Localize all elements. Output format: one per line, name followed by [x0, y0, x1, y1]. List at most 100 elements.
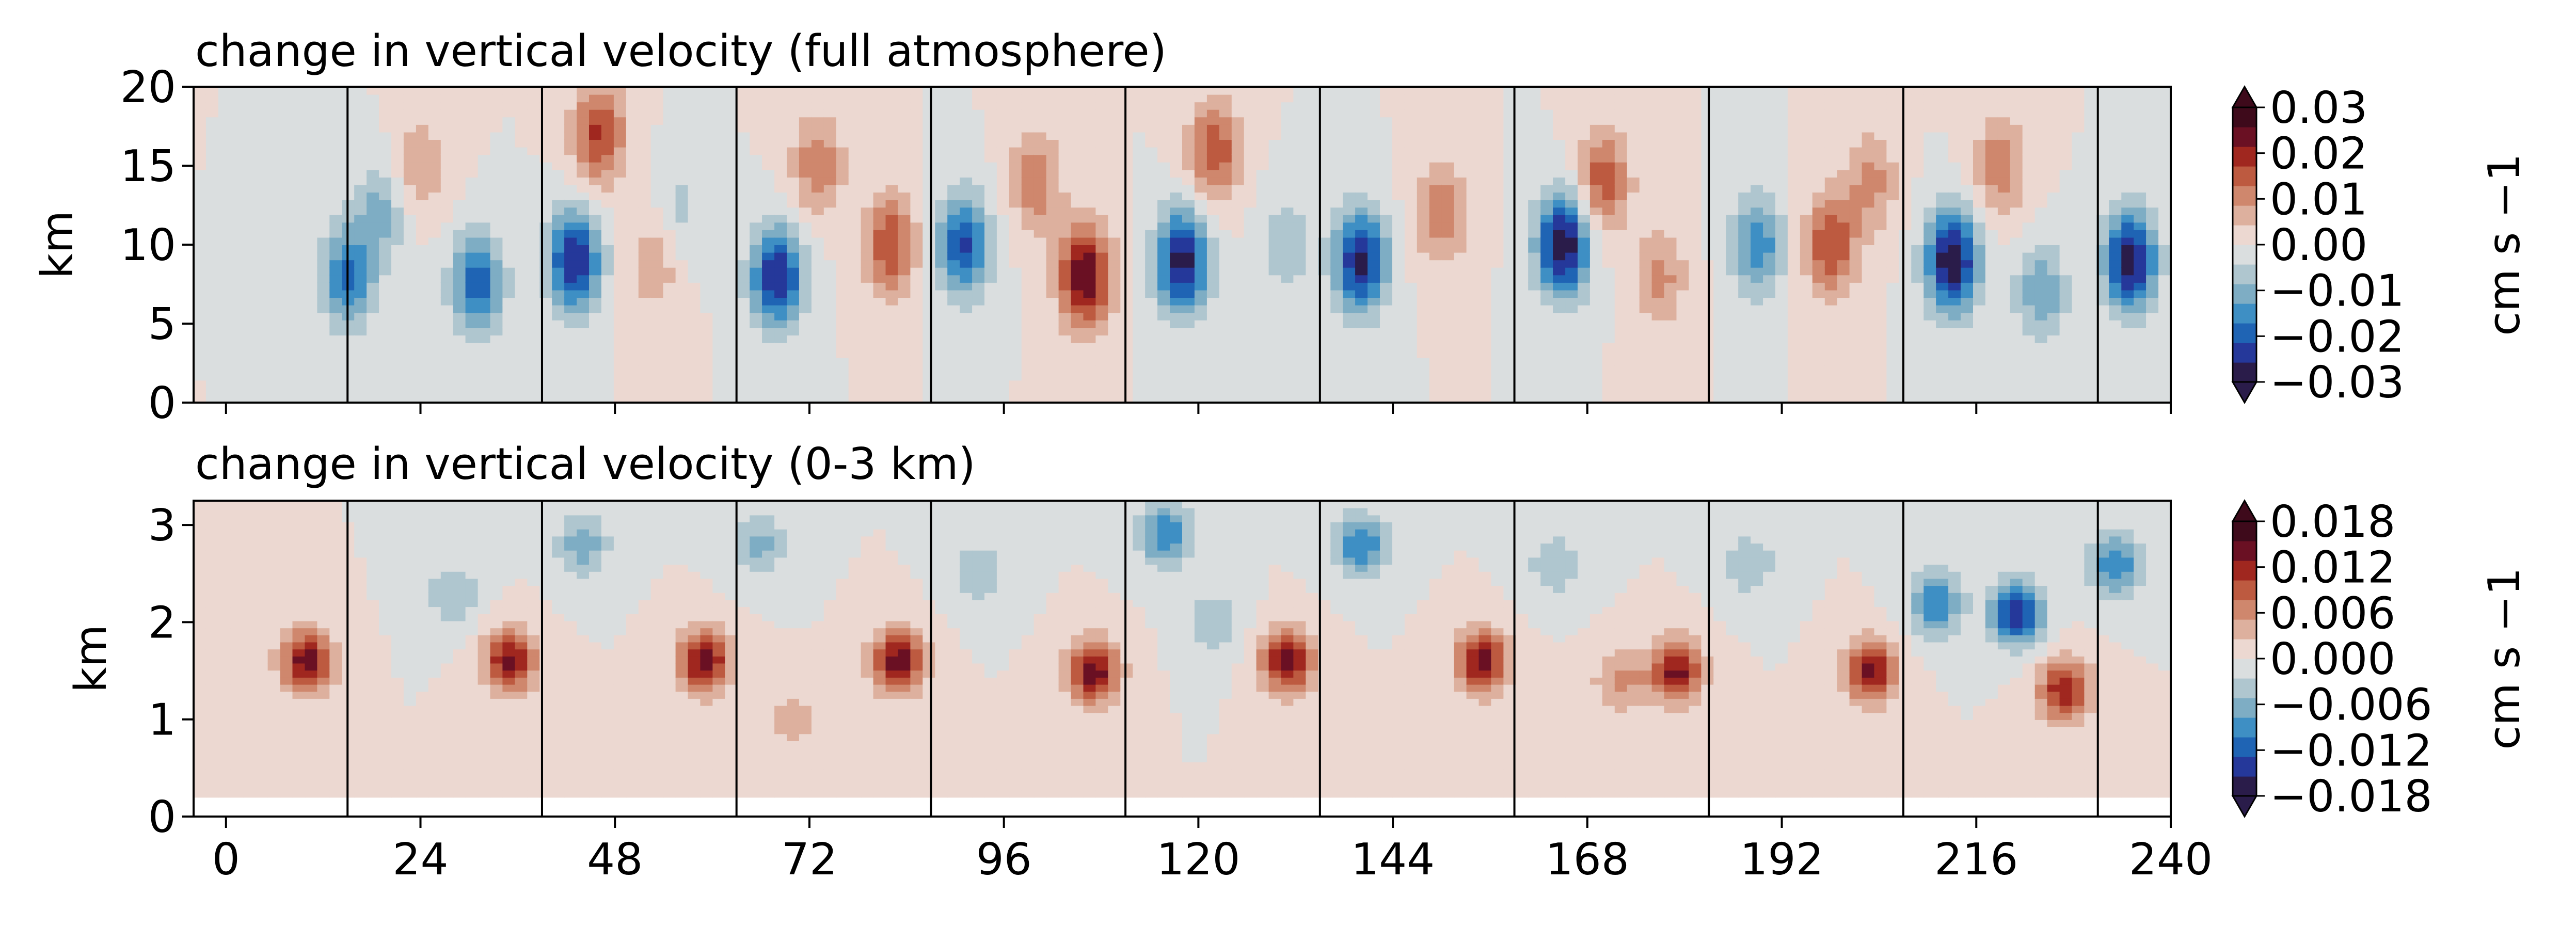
field-cell: [1256, 222, 1269, 230]
field-cell: [873, 207, 886, 215]
field-cell: [712, 102, 726, 110]
field-cell: [218, 245, 231, 253]
field-cell: [1170, 365, 1183, 373]
field-cell: [1343, 222, 1356, 230]
field-cell: [787, 184, 800, 193]
field-cell: [613, 237, 627, 245]
field-cell: [1206, 184, 1220, 193]
field-cell: [1046, 109, 1059, 118]
field-cell: [1083, 357, 1096, 366]
field-cell: [1120, 192, 1134, 200]
field-cell: [527, 154, 540, 163]
field-cell: [1602, 275, 1615, 283]
field-cell: [1578, 334, 1591, 343]
field-cell: [1108, 380, 1121, 388]
field-cell: [873, 267, 886, 276]
field-cell: [1528, 139, 1541, 148]
field-cell: [984, 327, 997, 335]
field-cell: [700, 350, 713, 358]
field-cell: [1170, 154, 1183, 163]
field-cell: [490, 199, 503, 208]
field-cell: [601, 387, 614, 396]
field-cell: [1157, 237, 1170, 245]
field-cell: [972, 297, 985, 306]
field-cell: [354, 102, 368, 110]
field-cell: [515, 214, 528, 223]
field-cell: [243, 117, 256, 125]
panel-full-atmosphere: change in vertical velocity (full atmosp…: [32, 26, 2530, 429]
field-cell: [823, 214, 837, 223]
field-cell: [947, 229, 961, 238]
field-cell: [885, 319, 899, 328]
field-cell: [527, 162, 540, 170]
field-cell: [243, 252, 256, 261]
field-cell: [1306, 275, 1319, 283]
field-cell: [1540, 305, 1554, 313]
field-cell: [725, 252, 738, 261]
field-cell: [1170, 327, 1183, 335]
field-cell: [1021, 109, 1035, 118]
field-cell: [1639, 132, 1652, 140]
field-cell: [230, 102, 244, 110]
field-cell: [873, 199, 886, 208]
field-cell: [972, 102, 985, 110]
field-cell: [502, 327, 516, 335]
field-cell: [1478, 290, 1492, 298]
field-cell: [391, 184, 404, 193]
field-cell: [1602, 102, 1615, 110]
field-cell: [787, 357, 800, 366]
field-cell: [1182, 162, 1195, 170]
field-cell: [1133, 350, 1146, 358]
field-cell: [787, 312, 800, 321]
field-cell: [428, 177, 441, 185]
field-cell: [1330, 357, 1344, 366]
field-cell: [1639, 365, 1652, 373]
field-cell: [811, 147, 824, 155]
field-cell: [910, 380, 924, 388]
field-cell: [1404, 162, 1418, 170]
field-cell: [1540, 177, 1554, 185]
field-cell: [1343, 372, 1356, 381]
field-cell: [947, 305, 961, 313]
field-cell: [577, 184, 590, 193]
field-cell: [774, 237, 787, 245]
field-cell: [1009, 94, 1022, 103]
field-cell: [1145, 184, 1158, 193]
field-cell: [1046, 252, 1059, 261]
field-cell: [811, 169, 824, 178]
field-cell: [1021, 365, 1035, 373]
field-cell: [1565, 192, 1578, 200]
field-cell: [984, 154, 997, 163]
field-cell: [688, 395, 701, 403]
field-cell: [255, 305, 268, 313]
field-cell: [329, 365, 343, 373]
field-cell: [799, 199, 812, 208]
field-cell: [1293, 357, 1307, 366]
field-cell: [1565, 290, 1578, 298]
field-cell: [453, 252, 466, 261]
field-cell: [823, 282, 837, 291]
field-cell: [292, 207, 306, 215]
field-cell: [1330, 267, 1344, 276]
field-cell: [515, 275, 528, 283]
field-cell: [1281, 184, 1294, 193]
field-cell: [910, 305, 924, 313]
field-cell: [1330, 237, 1344, 245]
field-cell: [1478, 387, 1492, 396]
field-cell: [1429, 139, 1442, 148]
field-cell: [700, 222, 713, 230]
field-cell: [305, 177, 318, 185]
field-cell: [1244, 154, 1257, 163]
field-cell: [1491, 102, 1504, 110]
field-cell: [1417, 147, 1430, 155]
field-cell: [996, 334, 1010, 343]
field-cell: [453, 177, 466, 185]
field-cell: [737, 162, 751, 170]
field-cell: [1627, 117, 1640, 125]
field-cell: [564, 305, 577, 313]
field-cell: [440, 327, 454, 335]
field-cell: [1133, 214, 1146, 223]
field-cell: [490, 184, 503, 193]
field-cell: [1206, 109, 1220, 118]
field-cell: [1478, 350, 1492, 358]
